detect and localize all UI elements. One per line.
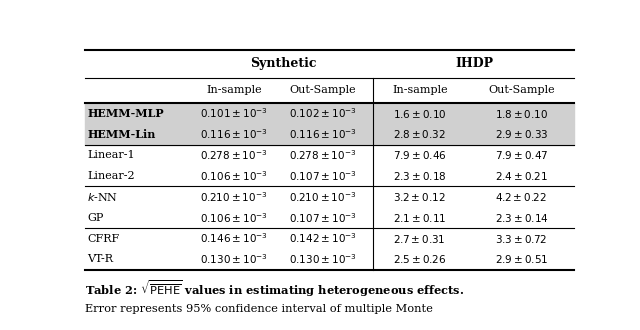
Text: HEMM-MLP: HEMM-MLP <box>88 108 164 119</box>
Text: $0.130 \pm 10^{-3}$: $0.130 \pm 10^{-3}$ <box>200 252 268 266</box>
Text: $2.9 \pm 0.51$: $2.9 \pm 0.51$ <box>495 253 548 265</box>
Text: $4.2 \pm 0.22$: $4.2 \pm 0.22$ <box>495 191 547 203</box>
Text: $0.106 \pm 10^{-3}$: $0.106 \pm 10^{-3}$ <box>200 211 268 225</box>
Text: $0.116 \pm 10^{-3}$: $0.116 \pm 10^{-3}$ <box>200 127 268 141</box>
Text: $7.9 \pm 0.47$: $7.9 \pm 0.47$ <box>495 149 548 161</box>
Text: $2.4 \pm 0.21$: $2.4 \pm 0.21$ <box>495 170 548 182</box>
Text: $0.107 \pm 10^{-3}$: $0.107 \pm 10^{-3}$ <box>289 169 357 183</box>
Text: VT-R: VT-R <box>88 254 113 264</box>
Text: $2.8 \pm 0.32$: $2.8 \pm 0.32$ <box>393 128 446 140</box>
Text: $1.8 \pm 0.10$: $1.8 \pm 0.10$ <box>495 108 548 119</box>
Text: GP: GP <box>88 213 104 223</box>
Text: $2.3 \pm 0.18$: $2.3 \pm 0.18$ <box>393 170 447 182</box>
Text: $0.130 \pm 10^{-3}$: $0.130 \pm 10^{-3}$ <box>289 252 357 266</box>
Text: IHDP: IHDP <box>455 57 493 70</box>
Text: HEMM-Lin: HEMM-Lin <box>88 129 156 140</box>
Text: $2.1 \pm 0.11$: $2.1 \pm 0.11$ <box>393 212 447 224</box>
Bar <box>85 103 573 124</box>
Text: $0.102 \pm 10^{-3}$: $0.102 \pm 10^{-3}$ <box>289 107 357 120</box>
Text: $k$-NN: $k$-NN <box>88 191 118 203</box>
Bar <box>85 124 573 145</box>
Text: $3.2 \pm 0.12$: $3.2 \pm 0.12$ <box>394 191 446 203</box>
Text: $0.210 \pm 10^{-3}$: $0.210 \pm 10^{-3}$ <box>200 190 268 204</box>
Text: $0.101 \pm 10^{-3}$: $0.101 \pm 10^{-3}$ <box>200 107 268 120</box>
Text: $0.278 \pm 10^{-3}$: $0.278 \pm 10^{-3}$ <box>289 148 356 162</box>
Text: $0.106 \pm 10^{-3}$: $0.106 \pm 10^{-3}$ <box>200 169 268 183</box>
Text: Linear-2: Linear-2 <box>88 171 135 181</box>
Text: Synthetic: Synthetic <box>250 57 317 70</box>
Text: $2.9 \pm 0.33$: $2.9 \pm 0.33$ <box>495 128 548 140</box>
Text: $3.3 \pm 0.72$: $3.3 \pm 0.72$ <box>495 233 548 245</box>
Text: $0.278 \pm 10^{-3}$: $0.278 \pm 10^{-3}$ <box>200 148 268 162</box>
Text: Out-Sample: Out-Sample <box>488 85 555 95</box>
Text: $0.116 \pm 10^{-3}$: $0.116 \pm 10^{-3}$ <box>289 127 357 141</box>
Text: $1.6 \pm 0.10$: $1.6 \pm 0.10$ <box>393 108 447 119</box>
Text: Table 2: $\sqrt{\overline{\mathrm{PEHE}}}$ values in estimating heterogeneous ef: Table 2: $\sqrt{\overline{\mathrm{PEHE}}… <box>85 279 464 299</box>
Text: $2.5 \pm 0.26$: $2.5 \pm 0.26$ <box>393 253 446 265</box>
Text: $2.7 \pm 0.31$: $2.7 \pm 0.31$ <box>394 233 446 245</box>
Text: $0.210 \pm 10^{-3}$: $0.210 \pm 10^{-3}$ <box>289 190 356 204</box>
Text: $2.3 \pm 0.14$: $2.3 \pm 0.14$ <box>495 212 548 224</box>
Text: CFRF: CFRF <box>88 234 120 244</box>
Text: Linear-1: Linear-1 <box>88 150 135 160</box>
Text: $0.107 \pm 10^{-3}$: $0.107 \pm 10^{-3}$ <box>289 211 357 225</box>
Text: In-sample: In-sample <box>392 85 447 95</box>
Text: In-sample: In-sample <box>206 85 262 95</box>
Text: $7.9 \pm 0.46$: $7.9 \pm 0.46$ <box>393 149 447 161</box>
Text: Error represents 95% confidence interval of multiple Monte: Error represents 95% confidence interval… <box>85 304 433 314</box>
Text: Out-Sample: Out-Sample <box>290 85 356 95</box>
Text: $0.142 \pm 10^{-3}$: $0.142 \pm 10^{-3}$ <box>289 232 357 246</box>
Text: $0.146 \pm 10^{-3}$: $0.146 \pm 10^{-3}$ <box>200 232 268 246</box>
